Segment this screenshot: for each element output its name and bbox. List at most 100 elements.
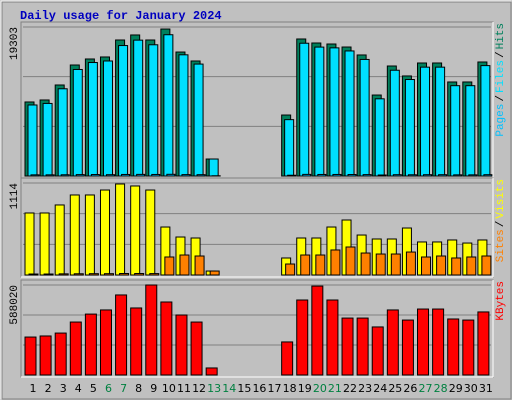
bar — [99, 189, 110, 276]
bar — [405, 251, 416, 276]
bar — [149, 273, 160, 276]
bar — [356, 317, 369, 376]
x-tick-label: 10 — [162, 382, 176, 395]
bar — [136, 173, 146, 177]
bar — [30, 174, 40, 177]
bar — [39, 212, 50, 276]
bar — [465, 85, 476, 177]
x-tick-label: 26 — [403, 382, 417, 395]
bar — [330, 249, 341, 276]
x-tick-label: 4 — [75, 382, 82, 395]
legend-entry: KBytes — [495, 281, 507, 321]
bar — [130, 307, 143, 376]
x-tick-label: 19 — [298, 382, 312, 395]
chart-title: Daily usage for January 2024 — [20, 9, 222, 23]
bar — [181, 174, 191, 177]
bar — [371, 326, 384, 376]
legend-separator: / — [495, 95, 507, 102]
bar — [28, 273, 39, 276]
bar — [208, 158, 219, 177]
bar — [84, 194, 95, 276]
legend-entry: Sites — [495, 229, 507, 262]
bar — [332, 173, 342, 177]
bar — [315, 254, 326, 276]
x-tick-label: 22 — [343, 382, 357, 395]
bar — [421, 256, 432, 276]
bar — [432, 308, 445, 376]
bar — [166, 173, 176, 177]
bar — [196, 174, 206, 177]
legend-entry: Pages — [495, 104, 507, 137]
x-tick-label: 7 — [120, 382, 127, 395]
bar — [99, 309, 112, 376]
bar — [451, 257, 462, 276]
bar — [115, 294, 128, 376]
bar — [477, 311, 490, 376]
bar — [362, 174, 372, 177]
bar — [209, 270, 220, 276]
bar — [299, 42, 310, 177]
bar — [483, 174, 493, 177]
x-tick-label: 14 — [222, 382, 236, 395]
bar — [133, 39, 144, 177]
bar — [88, 273, 99, 276]
x-tick-label: 9 — [150, 382, 157, 395]
bar — [194, 255, 205, 276]
x-tick-label: 27 — [419, 382, 433, 395]
bar — [45, 174, 55, 177]
bar — [329, 47, 340, 177]
x-tick-label: 30 — [464, 382, 478, 395]
bar — [130, 185, 141, 276]
y-tick-label: 588020 — [9, 285, 21, 325]
bar — [134, 273, 145, 276]
bar — [347, 174, 357, 177]
bar — [115, 183, 126, 276]
bar — [24, 212, 35, 276]
bar — [466, 256, 477, 276]
bar — [57, 88, 68, 177]
bar — [374, 98, 385, 177]
bar — [193, 63, 204, 177]
x-tick-label: 20 — [313, 382, 327, 395]
bar — [447, 318, 460, 376]
bar — [90, 174, 100, 177]
bar — [119, 273, 130, 276]
bar — [60, 174, 70, 177]
bar — [160, 301, 173, 376]
legend-separator: / — [495, 51, 507, 58]
x-tick-label: 3 — [60, 382, 67, 395]
bar — [417, 308, 430, 376]
x-tick-label: 12 — [192, 382, 206, 395]
bar — [386, 309, 399, 376]
bar — [69, 194, 80, 276]
bar — [284, 119, 295, 177]
x-tick-label: 24 — [373, 382, 387, 395]
x-tick-label: 15 — [237, 382, 251, 395]
x-tick-label: 16 — [252, 382, 266, 395]
bar — [287, 174, 297, 177]
bar — [39, 335, 52, 376]
bar — [423, 174, 433, 177]
bar — [121, 173, 131, 177]
bar — [389, 69, 400, 177]
bar — [302, 173, 312, 177]
legend-entry: Visits — [495, 179, 507, 219]
bar — [84, 313, 97, 376]
bar — [69, 321, 82, 376]
bar — [148, 44, 159, 177]
bar — [145, 189, 156, 276]
bar — [58, 273, 69, 276]
bar — [190, 321, 203, 376]
legend: Pages / Files / Hits — [495, 23, 507, 137]
bar — [300, 254, 311, 276]
bar — [420, 66, 431, 177]
bar — [103, 273, 114, 276]
x-tick-label: 13 — [207, 382, 221, 395]
bar — [462, 319, 475, 376]
bar — [105, 174, 115, 177]
bar — [42, 102, 53, 177]
legend: KBytes — [495, 281, 507, 321]
x-tick-label: 2 — [45, 382, 52, 395]
x-tick-label: 6 — [105, 382, 112, 395]
